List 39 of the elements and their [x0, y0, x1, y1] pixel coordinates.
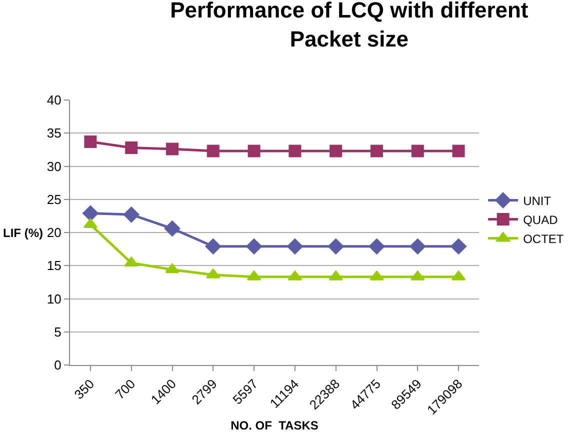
- point: [166, 142, 178, 156]
- point: [452, 144, 465, 158]
- point: [125, 141, 138, 154]
- point: [248, 144, 260, 158]
- x-tick-label: 700: [112, 376, 138, 402]
- y-tick-label: 35: [46, 126, 62, 141]
- y-tick-label: 10: [46, 291, 62, 306]
- y-tick-label: 40: [46, 92, 62, 108]
- y-tick-label: 0: [54, 358, 62, 373]
- y-tick-label: 30: [46, 158, 62, 174]
- point: [164, 220, 180, 236]
- chart-title: Performance of LCQ with different Packet size: [170, 0, 529, 52]
- legend-label: QUAD: [523, 212, 558, 227]
- x-axis-title: NO. OF TASKS: [230, 418, 318, 432]
- point: [83, 218, 98, 228]
- point: [370, 144, 383, 158]
- point: [368, 238, 385, 254]
- y-tick-label: 5: [54, 324, 62, 340]
- point: [246, 238, 262, 254]
- point: [206, 144, 220, 158]
- point: [288, 144, 302, 158]
- point: [410, 238, 426, 254]
- y-axis-title: LIF (%): [3, 226, 43, 240]
- point: [205, 238, 222, 254]
- legend-label: OCTET: [523, 232, 564, 246]
- point: [165, 263, 180, 274]
- point: [84, 135, 97, 148]
- y-tick-label: 15: [46, 258, 62, 274]
- legend-label: UNIT: [523, 194, 552, 208]
- point: [123, 206, 140, 223]
- x-tick-label: 350: [71, 376, 98, 402]
- point: [330, 144, 342, 158]
- point: [411, 144, 424, 158]
- point: [328, 238, 344, 254]
- point: [287, 238, 303, 254]
- y-tick-label: 25: [46, 192, 62, 207]
- point: [82, 205, 98, 222]
- y-tick-label: 20: [46, 225, 62, 240]
- point: [450, 238, 466, 254]
